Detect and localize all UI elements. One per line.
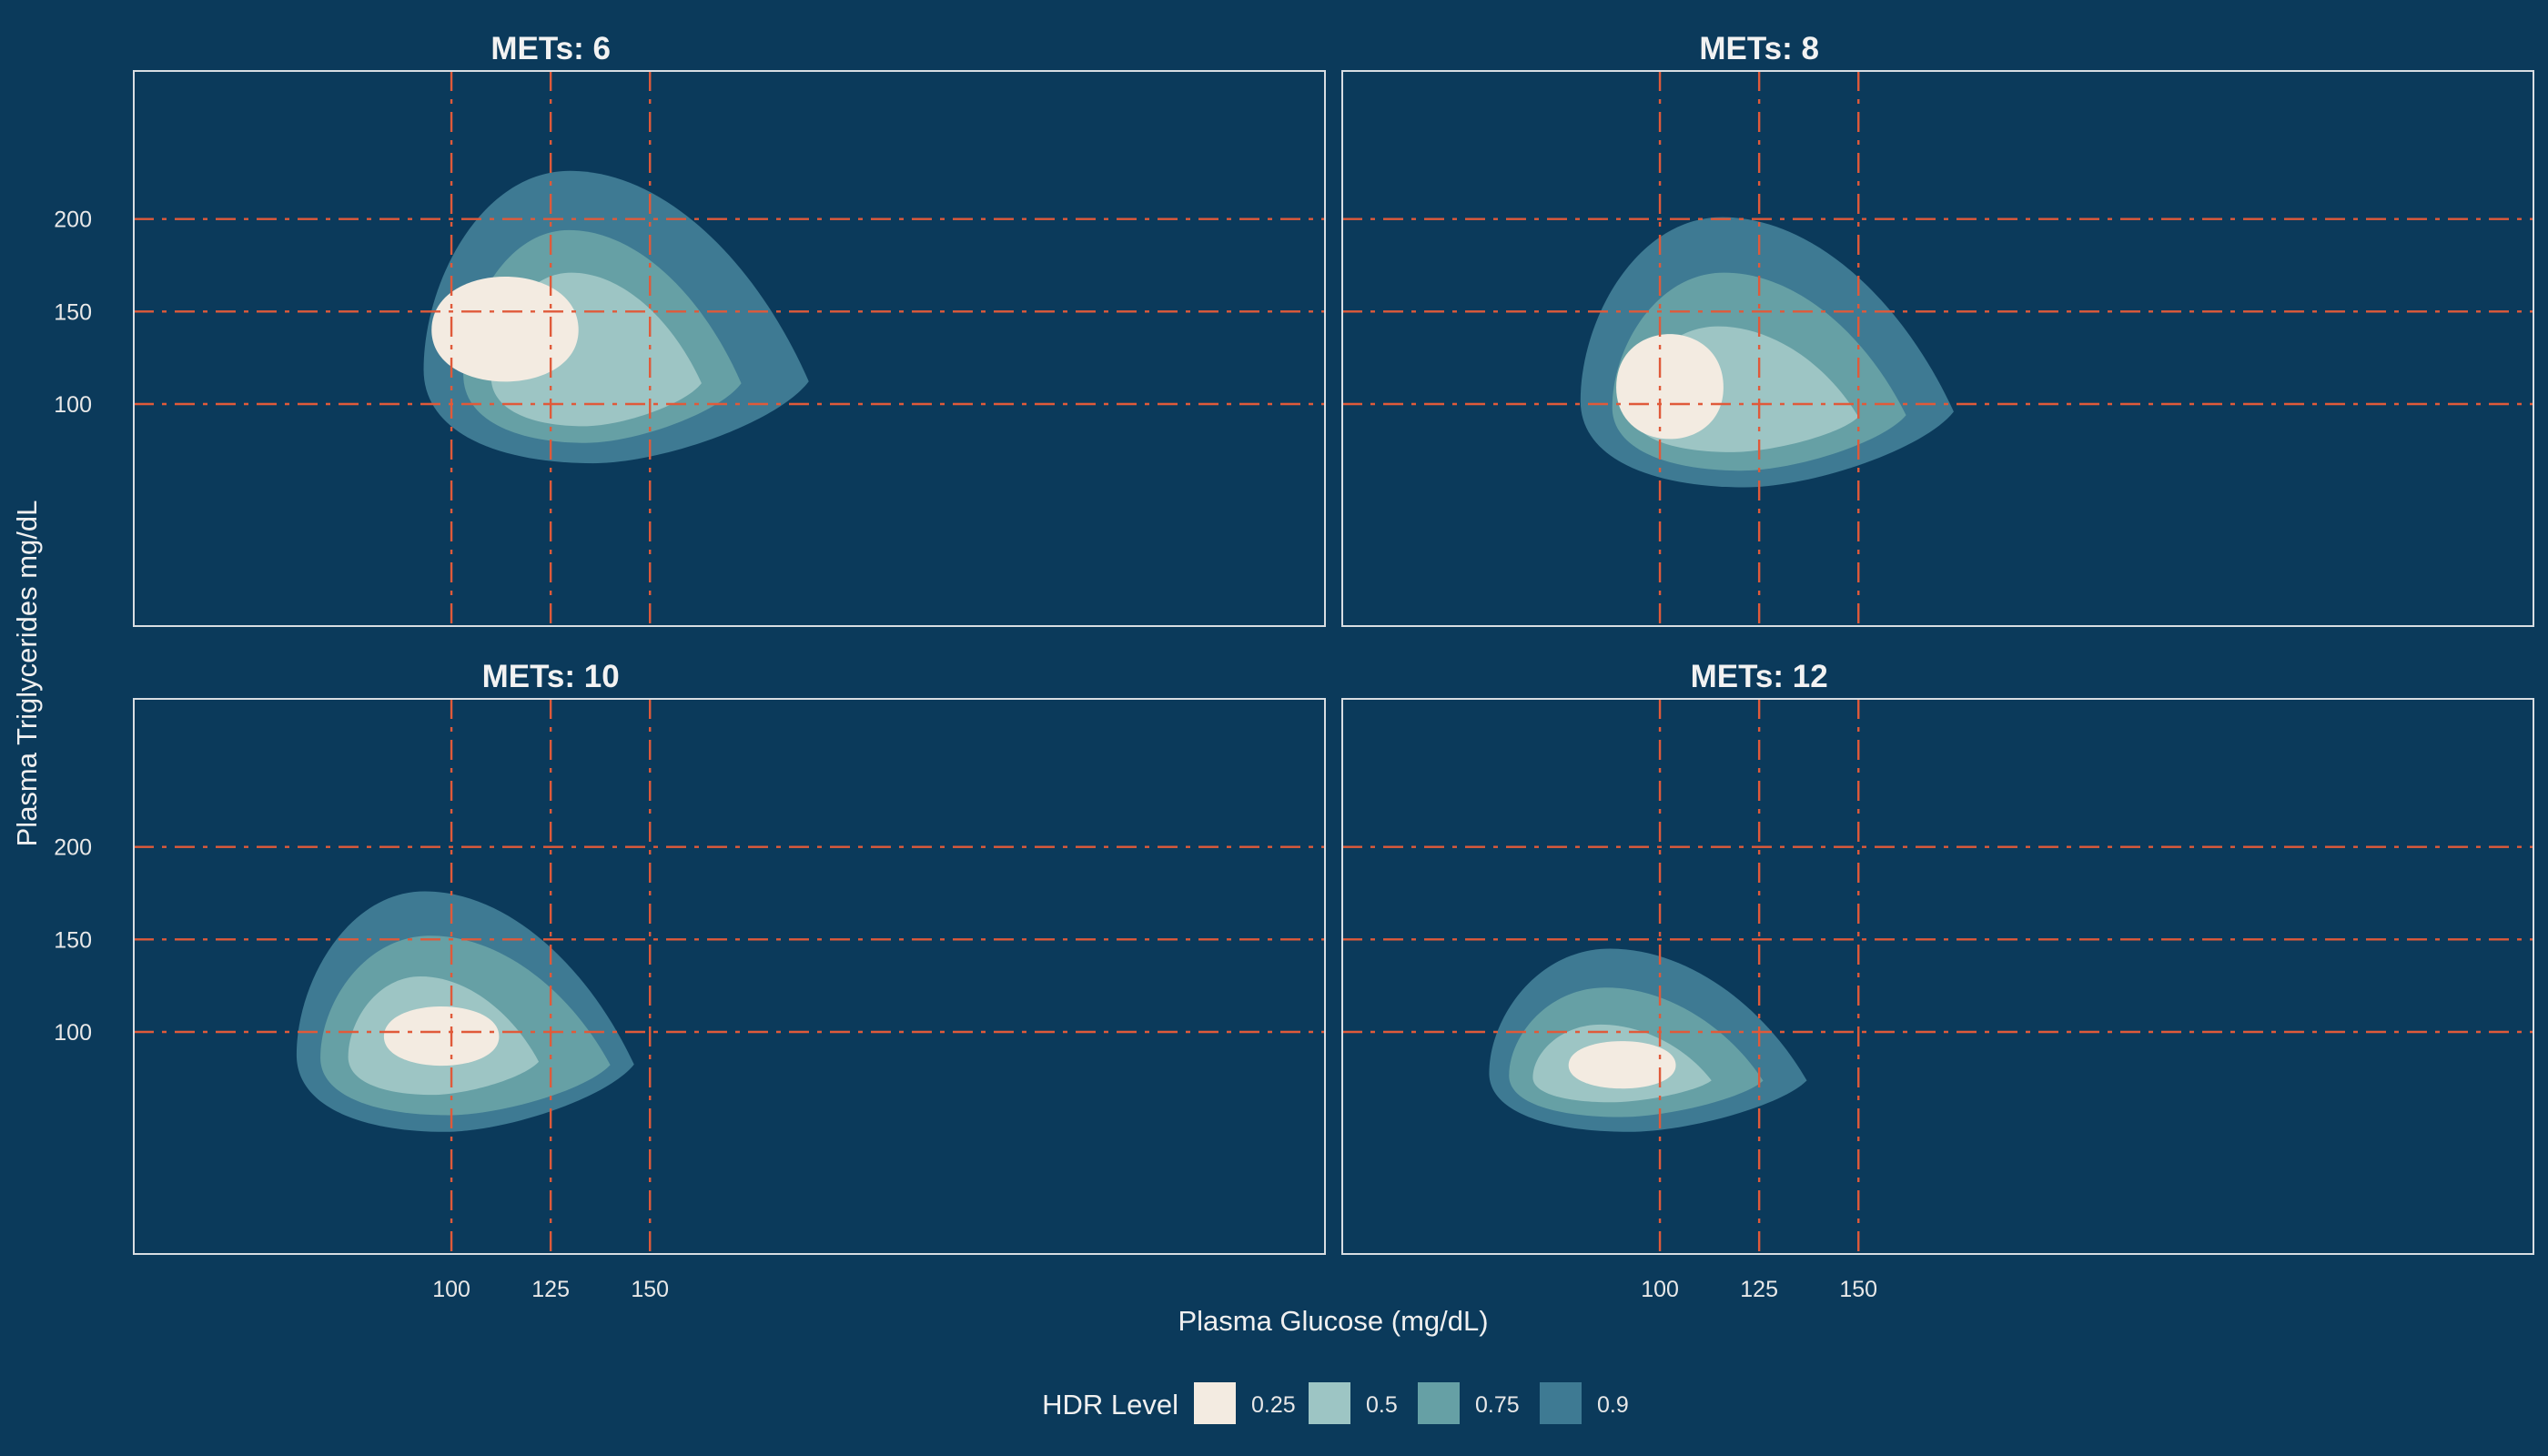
x-tick-label: 125 <box>1740 1277 1778 1302</box>
facet-title: METs: 12 <box>1691 659 1828 694</box>
hdr-region-025 <box>431 277 579 382</box>
legend-swatch <box>1309 1382 1350 1424</box>
legend-swatch <box>1540 1382 1582 1424</box>
y-tick-label: 100 <box>54 1020 92 1046</box>
legend-label: 0.75 <box>1475 1392 1520 1418</box>
y-axis-title: Plasma Triglycerides mg/dL <box>11 500 43 847</box>
x-tick-label: 150 <box>1839 1277 1877 1302</box>
hdr-region-025 <box>1568 1041 1676 1089</box>
legend-label: 0.5 <box>1366 1392 1398 1418</box>
panel-border <box>133 70 1326 627</box>
x-tick-label: 125 <box>531 1277 570 1302</box>
y-tick-label: 200 <box>54 835 92 861</box>
x-tick-label: 100 <box>1641 1277 1679 1302</box>
y-tick-label: 200 <box>54 207 92 233</box>
legend-label: 0.9 <box>1597 1392 1629 1418</box>
panel-border <box>133 698 1326 1255</box>
y-tick-label: 150 <box>54 299 92 325</box>
facet-panels: METs: 6 100 150 200 METs: 8 METs: 10 100 150 200… <box>54 31 2534 1302</box>
facet-panel: METs: 6 100 150 200 <box>54 31 1326 627</box>
facet-panel: METs: 8 <box>1341 31 2534 627</box>
x-tick-label: 150 <box>631 1277 669 1302</box>
legend-label: 0.25 <box>1251 1392 1296 1418</box>
legend-title: HDR Level <box>1042 1389 1178 1421</box>
facet-title: METs: 10 <box>482 659 620 694</box>
facet-title: METs: 6 <box>490 31 611 66</box>
panel-border <box>1341 698 2534 1255</box>
hdr-region-025 <box>383 1006 500 1067</box>
legend: HDR Level 0.25 0.5 0.75 0.9 <box>1042 1382 1629 1424</box>
panel-border <box>1341 70 2534 627</box>
facet-title: METs: 8 <box>1699 31 1819 66</box>
x-tick-label: 100 <box>432 1277 470 1302</box>
hdr-region-025 <box>1616 334 1724 440</box>
legend-swatch <box>1194 1382 1236 1424</box>
facet-panel: METs: 12 100 125 150 <box>1341 659 2534 1302</box>
x-axis-title: Plasma Glucose (mg/dL) <box>1178 1305 1488 1337</box>
y-tick-label: 100 <box>54 392 92 418</box>
facet-panel: METs: 10 100 150 200 100 125 150 <box>54 659 1326 1302</box>
legend-swatch <box>1418 1382 1460 1424</box>
y-tick-label: 150 <box>54 927 92 953</box>
